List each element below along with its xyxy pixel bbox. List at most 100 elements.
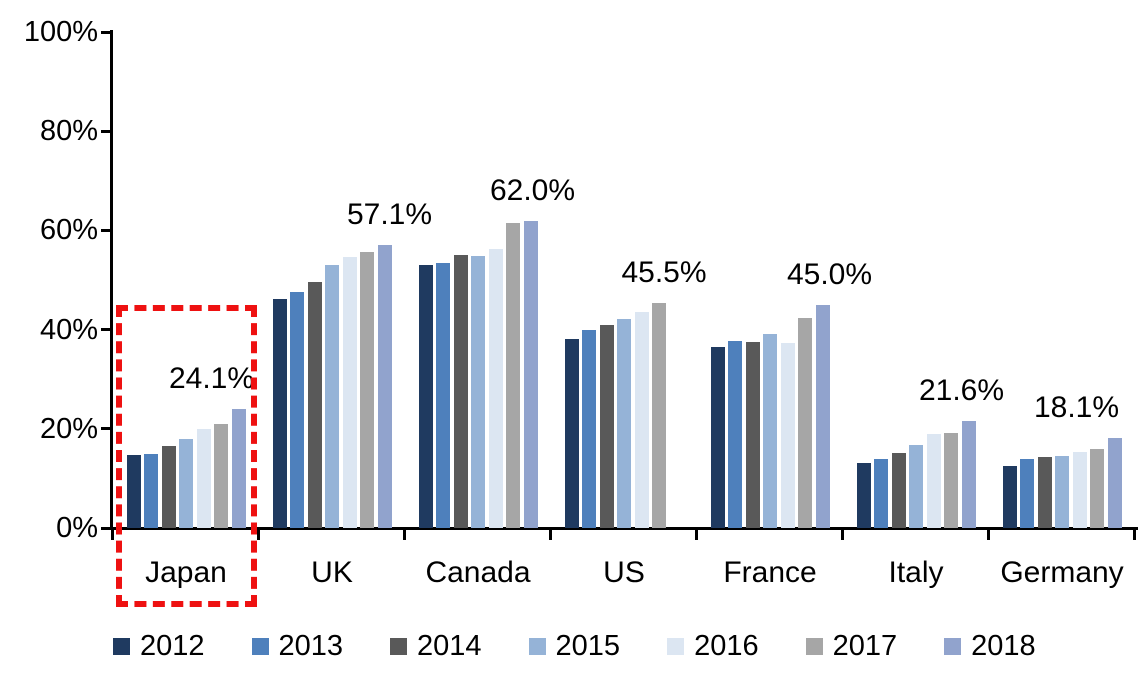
y-tick-label-40-: 40% [39,313,98,346]
legend-swatch-2014 [390,637,408,655]
data-label-uk: 57.1% [346,198,433,231]
bar-germany-2013 [1020,459,1034,528]
bar-canada-2013 [436,263,450,528]
x-tick-mark [111,528,114,540]
bar-france-2018 [815,304,830,528]
y-tick-mark [101,129,111,133]
legend-swatch-2015 [528,637,546,655]
category-label-uk: UK [311,556,353,589]
bar-us-2012 [564,338,579,528]
bar-canada-2014 [453,255,468,528]
y-tick-mark [101,328,111,332]
bar-germany-2012 [1002,466,1017,528]
legend-label-2017: 2017 [832,630,898,662]
x-tick-mark [695,528,698,540]
legend-item-2018: 2018 [944,630,1036,662]
legend-label-2014: 2014 [417,630,482,662]
bar-japan-2012 [126,455,141,528]
bar-germany-2018 [1107,438,1122,528]
bar-italy-2014 [891,452,906,528]
bar-uk-2012 [272,299,287,528]
bar-italy-2013 [874,459,888,528]
bar-japan-2013 [144,453,158,528]
legend-item-2013: 2013 [251,630,344,662]
legend-label-2016: 2016 [694,630,759,662]
data-label-japan: 24.1% [168,361,255,395]
bar-us-2017 [652,302,666,528]
legend-item-2016: 2016 [667,630,759,662]
x-tick-mark [403,528,406,540]
bar-us-2013 [582,329,596,528]
category-label-canada: Canada [425,556,531,589]
category-label-japan: Japan [145,556,227,589]
bar-italy-2017 [944,433,958,528]
bar-italy-2012 [856,462,871,528]
bar-japan-2017 [214,423,228,528]
y-axis-line [110,30,113,530]
bar-italy-2018 [961,420,976,528]
data-label-canada: 62.0% [489,173,576,207]
bar-japan-2014 [161,446,176,528]
bar-france-2016 [780,342,795,528]
bar-france-2017 [798,318,812,528]
bar-france-2013 [728,341,742,528]
y-tick-label-80-: 80% [39,115,98,148]
legend-swatch-2018 [944,637,962,655]
legend-item-2015: 2015 [528,630,621,662]
bar-canada-2018 [523,220,538,528]
bar-canada-2012 [418,265,433,528]
legend-item-2014: 2014 [390,630,482,662]
legend-swatch-2012 [113,637,130,655]
legend-swatch-2013 [251,637,269,655]
bar-canada-2017 [506,222,520,528]
x-tick-mark [257,528,260,540]
bar-uk-2016 [342,257,357,528]
bar-japan-2015 [179,439,193,528]
bar-france-2012 [710,347,725,528]
category-label-italy: Italy [888,556,944,589]
data-label-germany: 18.1% [1033,391,1120,425]
y-tick-label-100-: 100% [23,16,98,48]
bar-uk-2013 [290,291,304,528]
y-tick-label-20-: 20% [39,412,98,445]
category-label-us: US [603,556,645,589]
bar-canada-2016 [488,248,503,528]
bar-germany-2017 [1090,449,1104,528]
bar-us-2014 [599,324,614,528]
x-tick-mark [987,528,990,540]
bar-japan-2018 [231,408,246,528]
bar-germany-2014 [1037,456,1052,528]
bar-italy-2016 [926,434,941,528]
x-tick-mark [841,528,844,540]
bar-germany-2015 [1055,455,1069,528]
category-label-germany: Germany [1000,556,1124,589]
bar-canada-2015 [471,256,485,528]
bar-uk-2018 [377,245,392,528]
data-label-italy: 21.6% [918,373,1005,407]
bar-uk-2015 [325,265,339,528]
legend: 2012 2013 2014 2015 2016 2017 2018 [113,630,1083,662]
legend-swatch-2017 [805,637,823,655]
y-tick-mark [101,30,111,34]
legend-swatch-2016 [667,637,685,655]
y-tick-mark [101,228,111,232]
bar-japan-2016 [196,428,211,528]
bar-germany-2016 [1072,451,1087,528]
x-tick-mark [1133,528,1136,540]
legend-label-2013: 2013 [278,630,344,662]
x-axis-line [110,527,1138,530]
bar-france-2015 [763,333,777,528]
y-tick-mark [101,526,111,530]
bar-france-2014 [745,341,760,528]
y-tick-label-60-: 60% [39,214,98,247]
bar-uk-2017 [360,252,374,528]
bar-italy-2015 [909,444,923,528]
bar-uk-2014 [307,281,322,528]
legend-label-2015: 2015 [555,630,621,662]
category-label-france: France [723,556,817,589]
y-tick-label-0-: 0% [56,512,98,544]
legend-item-2017: 2017 [805,630,898,662]
data-label-france: 45.0% [786,257,873,291]
legend-label-2018: 2018 [971,630,1036,662]
